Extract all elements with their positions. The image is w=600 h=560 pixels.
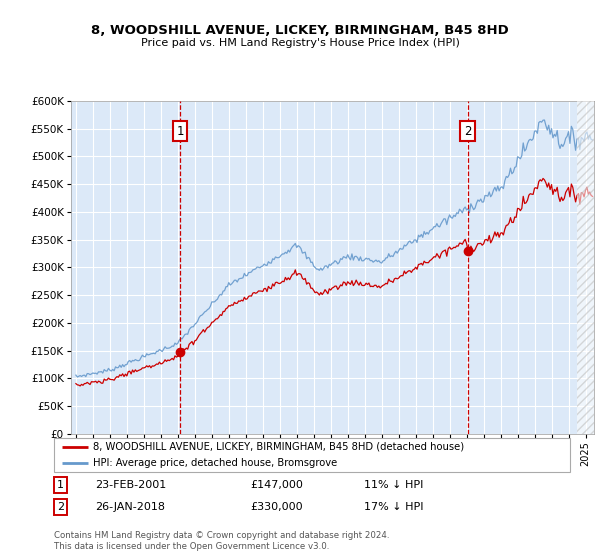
Text: 8, WOODSHILL AVENUE, LICKEY, BIRMINGHAM, B45 8HD: 8, WOODSHILL AVENUE, LICKEY, BIRMINGHAM,…: [91, 24, 509, 37]
Text: 8, WOODSHILL AVENUE, LICKEY, BIRMINGHAM, B45 8HD (detached house): 8, WOODSHILL AVENUE, LICKEY, BIRMINGHAM,…: [92, 442, 464, 451]
Text: £147,000: £147,000: [250, 480, 303, 490]
Text: HPI: Average price, detached house, Bromsgrove: HPI: Average price, detached house, Brom…: [92, 459, 337, 468]
Text: £330,000: £330,000: [250, 502, 303, 512]
Text: 1: 1: [176, 125, 184, 138]
Text: This data is licensed under the Open Government Licence v3.0.: This data is licensed under the Open Gov…: [54, 542, 329, 551]
Text: 2: 2: [464, 125, 472, 138]
Text: Contains HM Land Registry data © Crown copyright and database right 2024.: Contains HM Land Registry data © Crown c…: [54, 531, 389, 540]
Text: 23-FEB-2001: 23-FEB-2001: [95, 480, 167, 490]
Text: Price paid vs. HM Land Registry's House Price Index (HPI): Price paid vs. HM Land Registry's House …: [140, 38, 460, 48]
Text: 17% ↓ HPI: 17% ↓ HPI: [364, 502, 423, 512]
Text: 2: 2: [57, 502, 64, 512]
Text: 26-JAN-2018: 26-JAN-2018: [95, 502, 165, 512]
Text: 11% ↓ HPI: 11% ↓ HPI: [364, 480, 423, 490]
Text: 1: 1: [57, 480, 64, 490]
